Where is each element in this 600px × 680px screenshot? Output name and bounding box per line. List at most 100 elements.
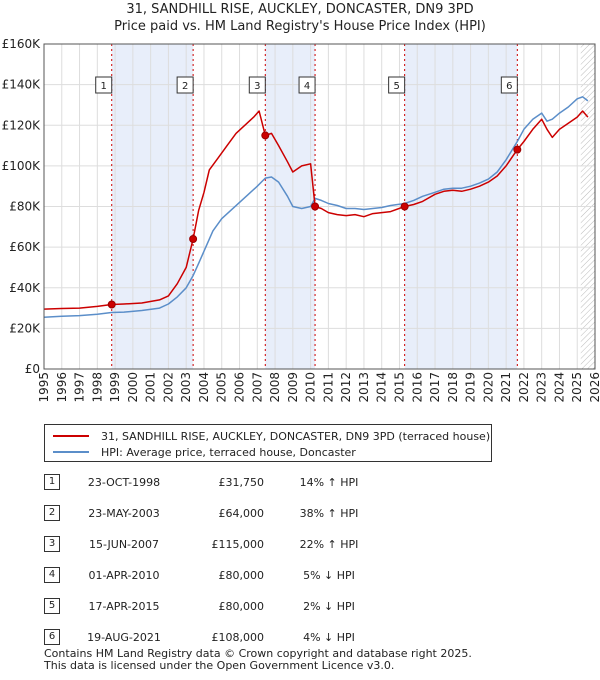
transaction-hpi-diff: 38% ↑ HPI (299, 507, 359, 520)
legend-label-hpi: HPI: Average price, terraced house, Donc… (101, 445, 356, 459)
y-tick-label: £60K (9, 240, 41, 254)
transaction-point (513, 145, 522, 154)
y-tick-label: £160K (2, 37, 42, 51)
x-tick-label: 2020 (481, 372, 495, 403)
legend-swatch-hpi (53, 451, 89, 453)
transaction-label: 5 (393, 81, 399, 92)
transaction-number: 6 (44, 629, 60, 645)
x-tick-label: 2023 (535, 372, 549, 403)
transaction-point (261, 131, 270, 140)
transaction-number: 2 (44, 505, 60, 521)
transaction-label: 3 (254, 81, 260, 92)
y-tick-label: £120K (2, 118, 42, 132)
table-row: 1 23-OCT-1998 £31,750 14% ↑ HPI (44, 474, 404, 492)
transaction-date: 23-MAY-2003 (88, 507, 160, 520)
transaction-number: 4 (44, 567, 60, 583)
x-tick-label: 2018 (446, 372, 460, 403)
x-tick-label: 2021 (499, 372, 513, 403)
transaction-price: £115,000 (211, 538, 265, 551)
x-tick-label: 2017 (428, 372, 442, 403)
table-row: 6 19-AUG-2021 £108,000 4% ↓ HPI (44, 629, 404, 647)
transaction-price: £31,750 (218, 476, 265, 489)
y-tick-label: £20K (9, 321, 41, 335)
transaction-hpi-diff: 2% ↓ HPI (303, 600, 355, 613)
x-tick-label: 2001 (144, 372, 158, 403)
x-tick-label: 2003 (179, 372, 193, 403)
transaction-label: 4 (304, 81, 310, 92)
x-tick-label: 2024 (552, 372, 566, 403)
price-chart: 1 2 3 4 5 6 £0 £20K £40K £60K £80K £100K £120K £140K £… (2, 37, 600, 403)
x-tick-label: 2000 (126, 372, 140, 403)
x-tick-label: 1999 (108, 372, 122, 403)
transaction-price: £64,000 (218, 507, 265, 520)
transaction-date: 17-APR-2015 (88, 600, 160, 613)
hpi-line (43, 96, 589, 318)
transaction-hpi-diff: 4% ↓ HPI (303, 631, 355, 644)
x-tick-label: 2016 (410, 372, 424, 403)
x-tick-label: 1998 (90, 372, 104, 403)
transaction-price: £80,000 (218, 569, 265, 582)
transaction-hpi-diff: 5% ↓ HPI (303, 569, 355, 582)
x-tick-label: 2014 (375, 372, 389, 403)
transaction-label-box (176, 76, 194, 94)
footer-licence: This data is licensed under the Open Gov… (44, 659, 395, 672)
x-tick-label: 2019 (464, 372, 478, 403)
transaction-label-box (248, 76, 266, 94)
footer-copyright: Contains HM Land Registry data © Crown c… (44, 647, 472, 660)
table-row: 3 15-JUN-2007 £115,000 22% ↑ HPI (44, 536, 404, 554)
x-tick-label: 2002 (161, 372, 175, 403)
x-tick-label: 2015 (392, 372, 406, 403)
legend-item-hpi: HPI: Average price, terraced house, Donc… (53, 445, 356, 459)
transaction-point (107, 300, 116, 309)
transaction-number: 1 (44, 474, 60, 490)
x-tick-label: 1997 (73, 372, 87, 403)
legend-label-property: 31, SANDHILL RISE, AUCKLEY, DONCASTER, D… (101, 429, 491, 443)
table-row: 5 17-APR-2015 £80,000 2% ↓ HPI (44, 598, 404, 616)
x-tick-label: 2012 (339, 372, 353, 403)
transaction-label: 6 (506, 81, 512, 92)
x-tick-label: 2026 (588, 372, 600, 403)
transaction-label: 1 (101, 81, 107, 92)
transaction-point (189, 235, 198, 243)
transaction-date: 15-JUN-2007 (88, 538, 160, 551)
transaction-label-box (388, 76, 406, 94)
x-tick-label: 2022 (517, 372, 531, 403)
x-tick-label: 1995 (37, 372, 51, 403)
transaction-number: 5 (44, 598, 60, 614)
x-tick-label: 2007 (250, 372, 264, 403)
transaction-hpi-diff: 22% ↑ HPI (299, 538, 359, 551)
x-tick-label: 2008 (268, 372, 282, 403)
transaction-label-box (500, 76, 518, 94)
transaction-date: 01-APR-2010 (88, 569, 160, 582)
x-tick-label: 2005 (215, 372, 229, 403)
y-tick-label: £140K (2, 78, 42, 92)
legend-swatch-property (53, 435, 89, 437)
y-tick-label: £100K (2, 159, 42, 173)
x-tick-label: 2025 (570, 372, 584, 403)
x-tick-label: 1996 (55, 372, 69, 403)
transaction-price: £80,000 (218, 600, 265, 613)
x-tick-label: 2004 (197, 372, 211, 403)
x-tick-label: 2013 (357, 372, 371, 403)
transaction-point (400, 202, 409, 211)
y-tick-label: £40K (9, 281, 41, 295)
x-tick-label: 2010 (304, 372, 318, 403)
x-tick-label: 2006 (233, 372, 247, 403)
table-row: 2 23-MAY-2003 £64,000 38% ↑ HPI (44, 505, 404, 523)
x-tick-label: 2011 (321, 372, 335, 403)
footer: Contains HM Land Registry data © Crown c… (44, 648, 472, 672)
y-tick-label: £80K (9, 200, 41, 214)
plot-border (43, 43, 596, 370)
transaction-label: 2 (182, 81, 188, 92)
legend-item-property: 31, SANDHILL RISE, AUCKLEY, DONCASTER, D… (53, 429, 490, 443)
x-tick-label: 2009 (286, 372, 300, 403)
chart-subtitle: Price paid vs. HM Land Registry's House … (114, 19, 486, 34)
transaction-number: 3 (44, 536, 60, 552)
transaction-hpi-diff: 14% ↑ HPI (299, 476, 359, 489)
transaction-point (311, 202, 320, 211)
table-row: 4 01-APR-2010 £80,000 5% ↓ HPI (44, 567, 404, 585)
transaction-price: £108,000 (211, 631, 265, 644)
chart-title: 31, SANDHILL RISE, AUCKLEY, DONCASTER, D… (126, 2, 474, 17)
transaction-date: 19-AUG-2021 (87, 631, 161, 644)
y-tick-label: £0 (25, 362, 40, 376)
